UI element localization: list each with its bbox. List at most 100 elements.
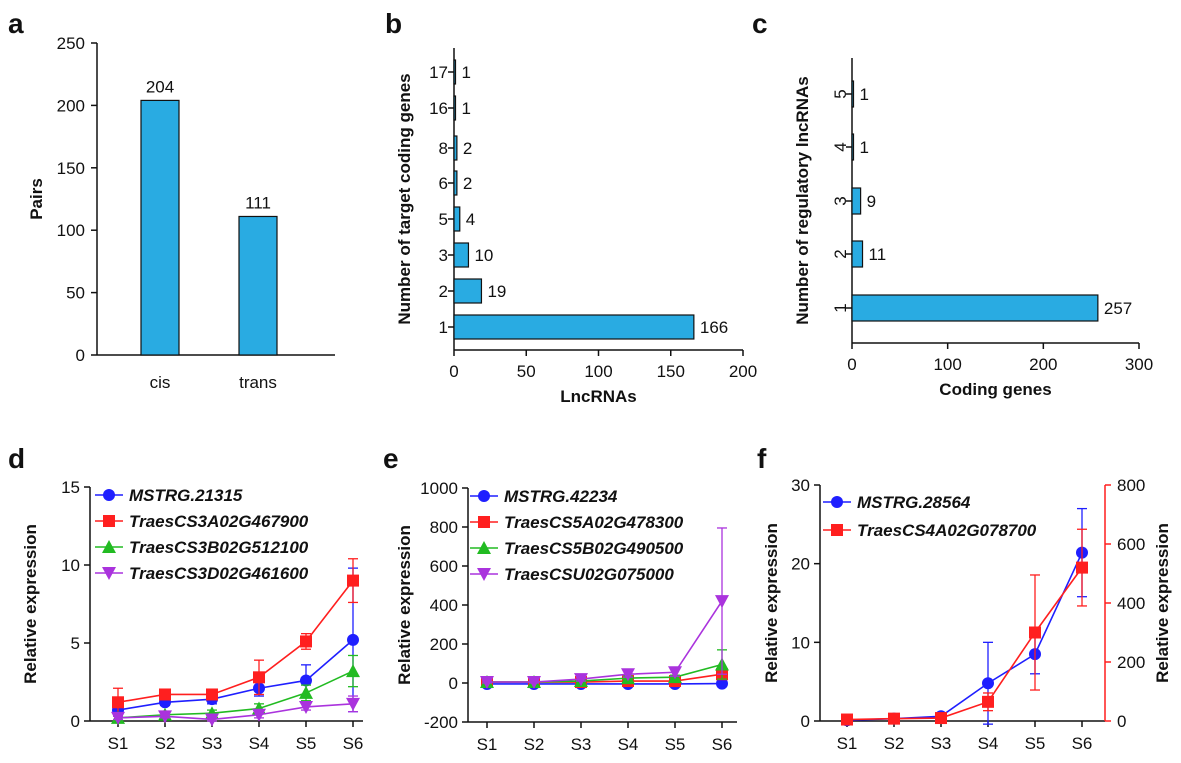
x-axis-label: LncRNAs [560, 387, 637, 406]
x-tick-label-S5: S5 [1025, 734, 1046, 753]
data-point [252, 708, 266, 722]
series-TraesCS3D02G461600: TraesCS3D02G461600 [95, 564, 360, 727]
data-label-17: 1 [462, 63, 471, 82]
y-tick-label-17: 17 [429, 63, 448, 82]
data-label-1: 257 [1104, 299, 1132, 318]
x-tick-label-S6: S6 [1072, 734, 1093, 753]
legend-marker [477, 568, 491, 581]
legend-marker [831, 496, 843, 508]
y-tick-label: -200 [424, 713, 458, 732]
data-point [347, 633, 359, 646]
x-tick-label-S4: S4 [618, 735, 639, 754]
data-label-5: 4 [466, 210, 475, 229]
x-tick-label-S2: S2 [524, 735, 545, 754]
y-tick-label-3: 3 [831, 196, 850, 205]
data-label-2: 19 [487, 282, 506, 301]
y-tick-label-2: 2 [439, 282, 448, 301]
data-label-16: 1 [462, 99, 471, 118]
x-axis-label: Coding genes [939, 380, 1051, 399]
y-tick-label: 5 [71, 634, 80, 653]
x-tick-label: 0 [449, 362, 458, 381]
x-tick-label-trans: trans [239, 373, 277, 392]
chart-a: 0 50 100 150 200 250 204 cis 111 trans Pairs [27, 34, 335, 392]
y-tick-label: 0 [76, 346, 85, 365]
x-tick-label-S3: S3 [571, 735, 592, 754]
data-point [111, 711, 125, 725]
y-tick-label-5: 5 [831, 89, 850, 98]
data-point [299, 700, 313, 714]
y-tick-label: 50 [66, 284, 85, 303]
x-tick-label-S3: S3 [931, 734, 952, 753]
panel-label-c: c [752, 8, 768, 39]
legend-label: TraesCS3D02G461600 [129, 564, 309, 583]
legend-marker [478, 490, 490, 502]
panel-label-e: e [383, 443, 399, 474]
y-tick-label: 15 [61, 478, 80, 497]
y-tick-label-16: 16 [429, 99, 448, 118]
data-point [841, 713, 853, 726]
y-axis-label: Relative expression [21, 524, 40, 684]
data-point [300, 635, 312, 648]
bar-3 [851, 187, 862, 215]
x-tick-label: 200 [1029, 355, 1057, 374]
x-tick-label-cis: cis [150, 373, 171, 392]
y-tick-label: 250 [57, 34, 85, 53]
data-point [158, 710, 172, 724]
data-label-6: 2 [463, 174, 472, 193]
data-point [480, 676, 494, 690]
bar-5 [453, 206, 461, 232]
y-tick-label: 0 [801, 712, 810, 731]
x-tick-label: 200 [729, 362, 757, 381]
x-tick-label-S4: S4 [249, 734, 270, 753]
chart-d: 0 5 10 15 S1 S2 S3 S4 S5 S6 Relative expression MST… [21, 478, 363, 753]
x-tick-label-S1: S1 [108, 734, 129, 753]
y-axis-label: Number of target coding genes [395, 73, 414, 324]
legend-label: TraesCS5A02G478300 [504, 513, 684, 532]
legend-label: TraesCS3B02G512100 [129, 538, 309, 557]
series-TraesCSU02G075000: TraesCSU02G075000 [470, 527, 729, 690]
y-tick-label: 20 [791, 555, 810, 574]
y-tick-label-4: 4 [831, 142, 850, 151]
panel-label-d: d [8, 443, 25, 474]
bar-3 [453, 242, 470, 268]
series-line [487, 600, 723, 683]
chart-f: 0 10 20 30 S1 S2 S3 S4 S5 S6 Relative expression 0 2… [762, 476, 1172, 753]
x-tick-label-S6: S6 [712, 735, 733, 754]
y-axis-label: Number of regulatory lncRNAs [793, 76, 812, 324]
bar-8 [453, 135, 458, 161]
legend-label: TraesCS4A02G078700 [857, 521, 1037, 540]
legend-marker [102, 567, 116, 580]
x-tick-label: 0 [847, 355, 856, 374]
series-TraesCS5B02G490500: TraesCS5B02G490500 [470, 539, 729, 689]
y-tick-label: 100 [57, 221, 85, 240]
x-tick-label-S1: S1 [837, 734, 858, 753]
y-tick-label: 200 [57, 96, 85, 115]
series-line [117, 639, 354, 711]
legend-label: TraesCS3A02G467900 [129, 512, 309, 531]
data-label-4: 1 [860, 138, 869, 157]
data-point [982, 695, 994, 708]
y2-tick-label: 400 [1117, 594, 1145, 613]
x-tick-label: 100 [584, 362, 612, 381]
data-point [346, 664, 360, 678]
y-tick-label: 30 [791, 476, 810, 495]
series-line [117, 670, 354, 719]
series-line [846, 567, 1083, 721]
data-point [205, 713, 219, 727]
data-point [888, 712, 900, 725]
y-tick-label: 0 [449, 674, 458, 693]
data-point [1029, 626, 1041, 639]
data-point [299, 685, 313, 699]
y-tick-label-8: 8 [439, 139, 448, 158]
x-tick-label-S2: S2 [155, 734, 176, 753]
series-line [487, 673, 723, 683]
y-tick-label: 0 [71, 712, 80, 731]
data-point [1076, 561, 1088, 574]
bar-16 [453, 95, 457, 121]
data-point [159, 688, 171, 701]
series-line [117, 703, 354, 721]
y-axis-label: Relative expression [762, 523, 781, 683]
data-point [715, 595, 729, 609]
